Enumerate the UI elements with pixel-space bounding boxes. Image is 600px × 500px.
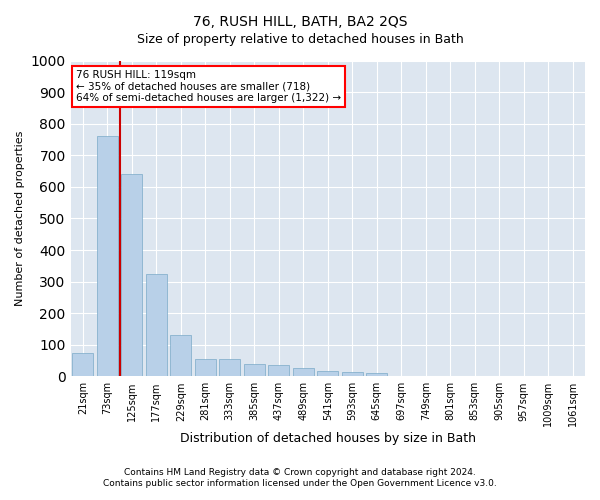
Text: Size of property relative to detached houses in Bath: Size of property relative to detached ho… <box>137 32 463 46</box>
Bar <box>121 174 142 376</box>
Text: Contains HM Land Registry data © Crown copyright and database right 2024.
Contai: Contains HM Land Registry data © Crown c… <box>103 468 497 487</box>
Bar <box>195 359 215 376</box>
Bar <box>146 274 167 376</box>
Text: 76, RUSH HILL, BATH, BA2 2QS: 76, RUSH HILL, BATH, BA2 2QS <box>193 15 407 29</box>
Bar <box>367 372 387 376</box>
Bar <box>97 136 118 376</box>
Bar <box>317 370 338 376</box>
X-axis label: Distribution of detached houses by size in Bath: Distribution of detached houses by size … <box>180 432 476 445</box>
Bar <box>268 366 289 376</box>
Bar <box>170 336 191 376</box>
Bar <box>244 364 265 376</box>
Text: 76 RUSH HILL: 119sqm
← 35% of detached houses are smaller (718)
64% of semi-deta: 76 RUSH HILL: 119sqm ← 35% of detached h… <box>76 70 341 103</box>
Bar <box>220 359 240 376</box>
Bar <box>342 372 362 376</box>
Bar <box>293 368 314 376</box>
Bar <box>73 352 93 376</box>
Y-axis label: Number of detached properties: Number of detached properties <box>15 130 25 306</box>
